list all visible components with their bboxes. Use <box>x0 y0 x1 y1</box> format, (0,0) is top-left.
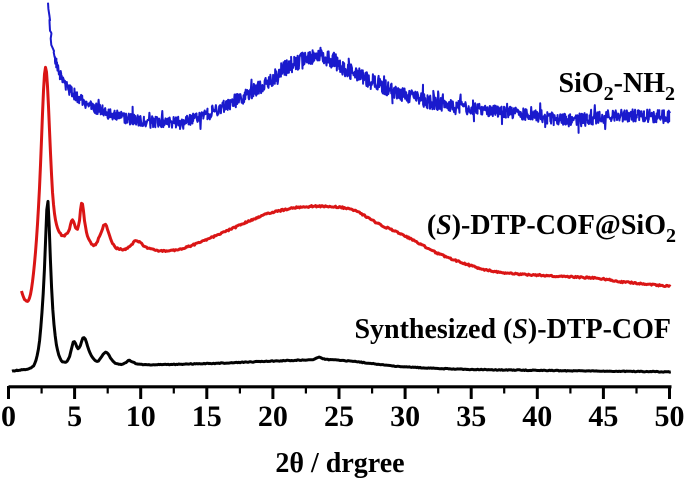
svg-text:20: 20 <box>258 400 288 433</box>
svg-text:35: 35 <box>456 400 486 433</box>
svg-text:45: 45 <box>588 400 618 433</box>
svg-text:40: 40 <box>522 400 552 433</box>
svg-text:30: 30 <box>390 400 420 433</box>
svg-text:2θ / drgree: 2θ / drgree <box>275 448 404 479</box>
svg-text:50: 50 <box>655 400 685 433</box>
svg-text:5: 5 <box>67 400 82 433</box>
svg-text:15: 15 <box>192 400 222 433</box>
svg-text:(S)-DTP-COF@SiO2: (S)-DTP-COF@SiO2 <box>427 210 676 247</box>
svg-text:25: 25 <box>324 400 354 433</box>
svg-text:Synthesized (S)-DTP-COF: Synthesized (S)-DTP-COF <box>354 314 671 345</box>
svg-text:10: 10 <box>126 400 156 433</box>
svg-text:0: 0 <box>1 400 16 433</box>
svg-text:SiO2-NH2: SiO2-NH2 <box>559 68 675 105</box>
